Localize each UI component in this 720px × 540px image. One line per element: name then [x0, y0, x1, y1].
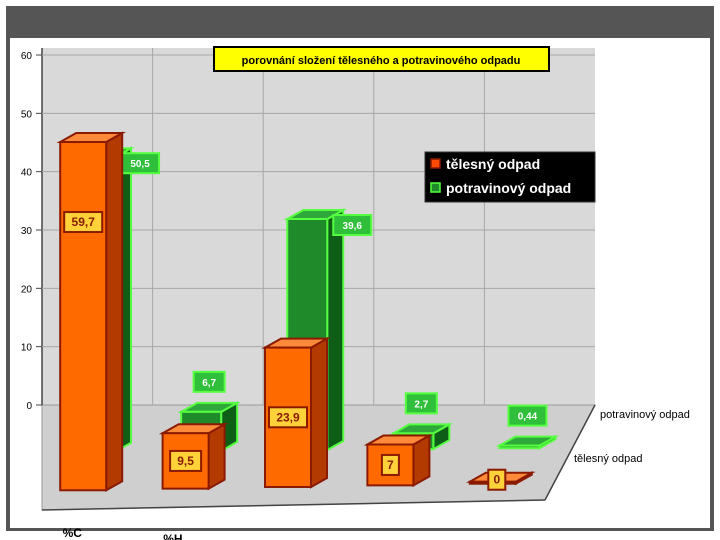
chart-title-box: porovnání složení tělesného a potravinov…	[213, 46, 550, 72]
data-label: 2,7	[414, 399, 428, 410]
x-category-label: %H	[163, 532, 182, 540]
bar-side	[310, 336, 328, 489]
legend: tělesný odpad potravinový odpad	[424, 151, 596, 203]
bar-telesny: 59,7	[56, 131, 127, 492]
y-tick-label: 30	[21, 226, 33, 237]
depth-label-telesny: tělesný odpad	[574, 453, 643, 465]
data-label-box	[169, 449, 203, 472]
data-label: 50,5	[130, 159, 150, 170]
y-axis-ticks: 0 10 20 30 40 50 60	[21, 51, 42, 412]
data-label-box	[404, 392, 438, 415]
bar-front	[59, 141, 108, 492]
bar-side	[207, 422, 226, 491]
legend-box	[424, 151, 596, 203]
legend-label: tělesný odpad	[446, 156, 540, 172]
data-label: 0	[493, 473, 500, 487]
depth-label-potravinovy: potravinový odpad	[600, 409, 690, 421]
data-label-box	[332, 214, 373, 236]
y-tick-label: 20	[21, 284, 33, 295]
y-tick-label: 40	[21, 168, 33, 179]
y-tick-label: 60	[21, 51, 33, 62]
x-axis-line	[41, 499, 546, 511]
depth-axis-line	[544, 404, 596, 501]
data-label-box	[507, 404, 548, 427]
bar-telesny: 9,5	[158, 422, 229, 491]
bar-side	[326, 208, 345, 452]
data-label-box	[487, 468, 507, 491]
y-tick-label: 10	[21, 343, 33, 354]
data-label: 59,7	[72, 215, 96, 229]
bar-telesny: 0	[465, 468, 536, 491]
data-label-box	[268, 406, 308, 429]
bar-telesny: 23,9	[261, 336, 331, 489]
data-label: 39,6	[343, 221, 363, 232]
x-category-label: %C	[63, 526, 83, 540]
data-label: 7	[387, 458, 394, 472]
bar-side	[105, 131, 124, 492]
data-label: 9,5	[177, 454, 194, 468]
data-label: 23,9	[276, 410, 300, 424]
data-label: 0,44	[518, 412, 538, 423]
data-label-box	[192, 370, 226, 393]
data-label-box	[380, 453, 400, 476]
legend-swatch	[430, 158, 441, 169]
depth-axis-labels: potravinový odpad tělesný odpad	[574, 409, 690, 465]
legend-swatch	[430, 182, 441, 193]
x-category-label: %H	[264, 538, 283, 540]
bar-potravinovy: 0,44	[495, 404, 560, 450]
legend-label: potravinový odpad	[446, 180, 571, 196]
bar-front	[498, 444, 541, 450]
bars: 50,5 59,7 6,7 9,5 39,6 23,9 2,7 7 0,44 0	[56, 131, 560, 492]
chart-title: porovnání složení tělesného a potravinov…	[242, 55, 521, 67]
data-label: 6,7	[202, 378, 216, 389]
y-tick-label: 50	[21, 109, 33, 120]
y-tick-label: 0	[26, 401, 32, 412]
x-axis-labels: %C%H%H%O2%S	[63, 526, 284, 540]
bar-telesny: 7	[363, 433, 434, 488]
title-background	[213, 46, 550, 72]
data-label-box	[63, 211, 104, 234]
